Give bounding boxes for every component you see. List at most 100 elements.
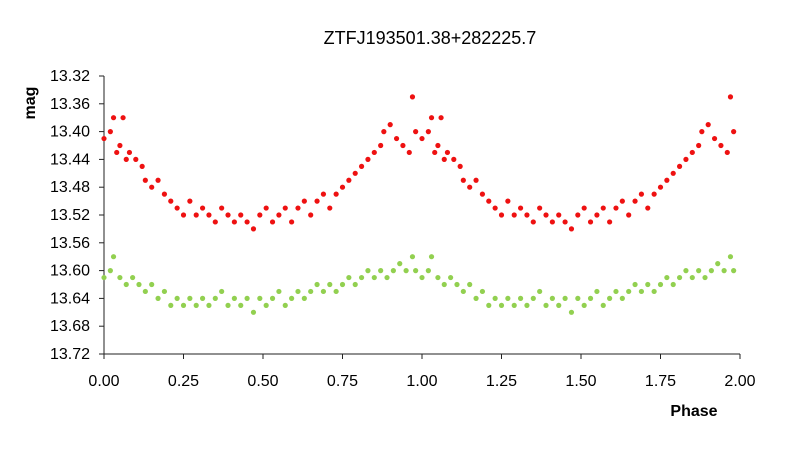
data-point [467,281,473,288]
x-tick-label: 0.00 [88,373,119,390]
data-point [301,295,307,301]
data-point [390,268,396,274]
data-point [225,212,231,218]
data-point [107,129,113,135]
data-point [731,129,737,135]
data-point [696,268,702,274]
data-point [308,288,314,295]
data-point [403,268,409,274]
data-point [212,219,218,225]
data-point [702,274,708,281]
data-point [371,274,377,281]
y-tick-label: 13.32 [50,68,90,85]
data-point [505,295,511,301]
data-point [492,205,498,211]
data-point [511,302,517,308]
data-point [269,295,276,301]
data-point [419,274,425,281]
data-point [295,205,301,211]
data-point [638,191,645,197]
data-point [187,295,193,301]
data-point [257,212,263,218]
data-point [711,135,718,142]
data-point [448,274,454,281]
data-point [289,295,295,301]
data-point [670,170,676,176]
x-tick-label: 0.50 [247,373,278,390]
y-tick-label: 13.44 [50,151,90,168]
data-point [460,177,466,183]
axes [103,76,740,355]
data-point [193,302,199,308]
data-point [651,191,657,197]
data-point [187,198,193,204]
y-tick-label: 13.36 [50,96,90,113]
data-point [626,212,632,218]
series-1-points [101,254,737,315]
data-point [139,163,145,169]
data-point [454,281,460,288]
data-point [180,302,187,308]
data-point [409,254,416,260]
data-point [444,149,451,156]
data-point [352,170,358,176]
data-point [441,156,447,162]
data-point [619,295,625,301]
data-point [428,254,435,260]
data-point [174,205,180,211]
data-point [664,274,670,281]
data-point [101,135,107,142]
data-point [607,219,613,225]
data-point [428,115,435,121]
data-point [314,281,320,288]
data-point [632,198,638,204]
data-point [498,212,505,218]
data-point [613,288,619,295]
data-point [378,268,384,274]
data-point [168,302,174,308]
data-point [676,163,683,169]
data-point [543,212,549,218]
y-tick-label: 13.68 [50,318,90,335]
data-point [600,205,606,211]
data-point [432,149,438,156]
data-point [715,261,721,267]
data-point [339,184,346,190]
data-point [413,129,419,135]
data-point [244,295,250,301]
chart-title: ZTFJ193501.38+282225.7 [324,28,537,48]
y-tick-label: 13.40 [50,124,90,141]
data-point [435,142,441,149]
data-point [438,115,444,121]
data-point [381,129,387,135]
data-point [718,142,724,149]
y-tick-label: 13.48 [50,179,90,196]
data-point [708,268,714,274]
data-point [346,177,352,183]
data-point [199,205,206,211]
data-point [263,302,269,308]
data-point [136,281,142,288]
data-point [676,274,683,281]
data-point [651,288,657,295]
data-point [117,274,123,281]
data-point [149,281,155,288]
data-point [460,288,466,295]
data-point [346,274,352,281]
data-points [101,94,737,315]
data-point [352,281,358,288]
data-point [724,149,730,156]
data-point [568,226,575,232]
data-point [587,219,594,225]
data-point [562,295,568,301]
x-axis-title: Phase [670,403,717,420]
y-tick-labels: 13.32 13.36 13.40 13.44 13.48 13.52 13.56 13.60… [50,68,104,363]
data-point [282,205,288,211]
data-point [308,212,314,218]
data-point [556,302,562,308]
data-point [123,281,129,288]
data-point [498,302,505,308]
x-tick-labels: 0.00 0.25 0.50 0.75 1.00 1.25 1.50 1.75 2.00 [88,354,756,390]
data-point [473,177,479,183]
data-point [358,163,365,169]
